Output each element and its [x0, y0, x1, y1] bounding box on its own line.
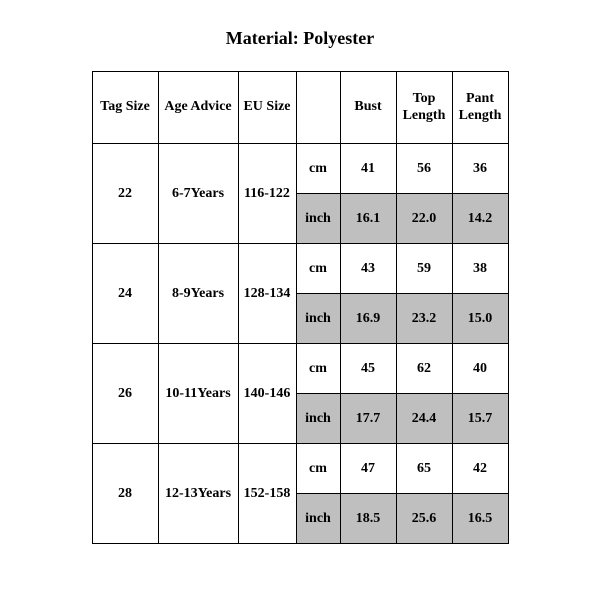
cell-top-inch: 25.6: [396, 494, 452, 544]
cell-top-cm: 62: [396, 344, 452, 394]
cell-pant-cm: 38: [452, 244, 508, 294]
header-eu-size: EU Size: [238, 72, 296, 144]
cell-pant-inch: 15.0: [452, 294, 508, 344]
cell-top-inch: 23.2: [396, 294, 452, 344]
header-unit-blank: [296, 72, 340, 144]
table-row: 24 8-9Years 128-134 cm 43 59 38: [92, 244, 508, 294]
cell-eu: 152-158: [238, 444, 296, 544]
cell-bust-cm: 43: [340, 244, 396, 294]
header-age-advice: Age Advice: [158, 72, 238, 144]
cell-top-cm: 56: [396, 144, 452, 194]
cell-unit-inch: inch: [296, 294, 340, 344]
cell-tag: 22: [92, 144, 158, 244]
cell-eu: 116-122: [238, 144, 296, 244]
cell-pant-cm: 42: [452, 444, 508, 494]
cell-pant-inch: 14.2: [452, 194, 508, 244]
cell-pant-cm: 40: [452, 344, 508, 394]
size-chart-table: Tag Size Age Advice EU Size Bust Top Len…: [92, 71, 509, 544]
cell-unit-cm: cm: [296, 144, 340, 194]
cell-unit-inch: inch: [296, 394, 340, 444]
cell-age: 12-13Years: [158, 444, 238, 544]
cell-pant-inch: 15.7: [452, 394, 508, 444]
cell-tag: 28: [92, 444, 158, 544]
cell-unit-cm: cm: [296, 344, 340, 394]
cell-tag: 26: [92, 344, 158, 444]
table-row: 22 6-7Years 116-122 cm 41 56 36: [92, 144, 508, 194]
cell-eu: 140-146: [238, 344, 296, 444]
cell-age: 6-7Years: [158, 144, 238, 244]
cell-bust-cm: 47: [340, 444, 396, 494]
cell-top-cm: 59: [396, 244, 452, 294]
cell-unit-cm: cm: [296, 244, 340, 294]
cell-eu: 128-134: [238, 244, 296, 344]
cell-pant-inch: 16.5: [452, 494, 508, 544]
table-header-row: Tag Size Age Advice EU Size Bust Top Len…: [92, 72, 508, 144]
header-top-length: Top Length: [396, 72, 452, 144]
header-pant-length: Pant Length: [452, 72, 508, 144]
cell-age: 10-11Years: [158, 344, 238, 444]
cell-top-cm: 65: [396, 444, 452, 494]
material-title: Material: Polyester: [0, 28, 600, 49]
cell-bust-inch: 18.5: [340, 494, 396, 544]
cell-bust-inch: 16.1: [340, 194, 396, 244]
table-row: 28 12-13Years 152-158 cm 47 65 42: [92, 444, 508, 494]
cell-top-inch: 24.4: [396, 394, 452, 444]
cell-age: 8-9Years: [158, 244, 238, 344]
cell-bust-inch: 17.7: [340, 394, 396, 444]
header-tag-size: Tag Size: [92, 72, 158, 144]
cell-bust-cm: 45: [340, 344, 396, 394]
header-bust: Bust: [340, 72, 396, 144]
page: Material: Polyester Tag Size Age Advice …: [0, 0, 600, 600]
cell-pant-cm: 36: [452, 144, 508, 194]
cell-tag: 24: [92, 244, 158, 344]
cell-unit-inch: inch: [296, 194, 340, 244]
cell-bust-inch: 16.9: [340, 294, 396, 344]
cell-top-inch: 22.0: [396, 194, 452, 244]
cell-bust-cm: 41: [340, 144, 396, 194]
cell-unit-inch: inch: [296, 494, 340, 544]
cell-unit-cm: cm: [296, 444, 340, 494]
table-row: 26 10-11Years 140-146 cm 45 62 40: [92, 344, 508, 394]
